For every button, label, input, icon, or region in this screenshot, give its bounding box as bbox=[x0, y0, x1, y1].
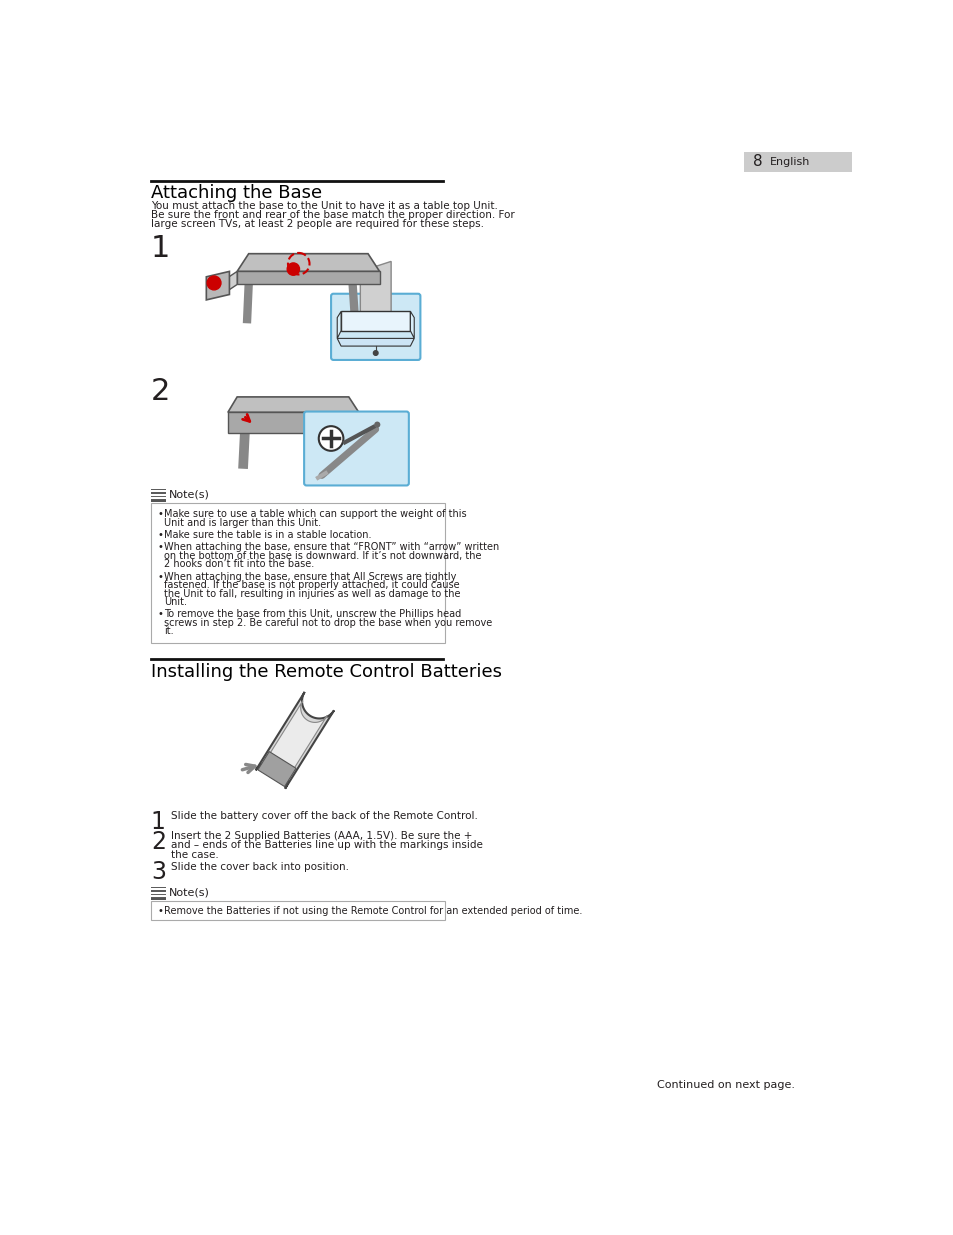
Text: Continued on next page.: Continued on next page. bbox=[656, 1079, 794, 1091]
Polygon shape bbox=[228, 412, 358, 433]
Circle shape bbox=[287, 263, 299, 275]
Text: 1: 1 bbox=[151, 810, 166, 834]
Polygon shape bbox=[206, 272, 229, 300]
Text: English: English bbox=[769, 157, 809, 167]
Text: and – ends of the Batteries line up with the markings inside: and – ends of the Batteries line up with… bbox=[171, 841, 482, 851]
Text: When attaching the base, ensure that All Screws are tightly: When attaching the base, ensure that All… bbox=[164, 572, 456, 582]
Polygon shape bbox=[257, 752, 295, 787]
Polygon shape bbox=[225, 272, 237, 293]
Circle shape bbox=[374, 421, 380, 427]
Circle shape bbox=[207, 275, 221, 290]
Text: Be sure the front and rear of the base match the proper direction. For: Be sure the front and rear of the base m… bbox=[151, 210, 514, 220]
Text: Slide the battery cover off the back of the Remote Control.: Slide the battery cover off the back of … bbox=[171, 811, 477, 821]
Text: 2 hooks don’t fit into the base.: 2 hooks don’t fit into the base. bbox=[164, 559, 314, 569]
Text: Make sure to use a table which can support the weight of this: Make sure to use a table which can suppo… bbox=[164, 509, 466, 520]
Text: 1: 1 bbox=[291, 264, 297, 273]
Text: 2: 2 bbox=[151, 830, 166, 853]
Text: Installing the Remote Control Batteries: Installing the Remote Control Batteries bbox=[151, 663, 501, 682]
Polygon shape bbox=[237, 253, 379, 272]
Circle shape bbox=[318, 426, 343, 451]
Polygon shape bbox=[228, 396, 358, 412]
Polygon shape bbox=[262, 700, 327, 781]
Circle shape bbox=[373, 351, 377, 356]
Text: screws in step 2. Be careful not to drop the base when you remove: screws in step 2. Be careful not to drop… bbox=[164, 618, 492, 627]
Text: You must attach the base to the Unit to have it as a table top Unit.: You must attach the base to the Unit to … bbox=[151, 200, 497, 210]
Text: × 3: × 3 bbox=[374, 443, 403, 461]
Polygon shape bbox=[336, 338, 414, 346]
Polygon shape bbox=[336, 311, 341, 338]
Text: Attaching the Base: Attaching the Base bbox=[151, 184, 322, 203]
Text: •: • bbox=[157, 542, 163, 552]
Text: on the bottom of the base is downward. If it’s not downward, the: on the bottom of the base is downward. I… bbox=[164, 551, 481, 561]
FancyBboxPatch shape bbox=[151, 503, 444, 642]
Polygon shape bbox=[341, 311, 410, 331]
FancyBboxPatch shape bbox=[151, 902, 444, 920]
Text: it.: it. bbox=[164, 626, 173, 636]
Text: fastened. If the base is not properly attached, it could cause: fastened. If the base is not properly at… bbox=[164, 580, 459, 590]
Text: 1: 1 bbox=[151, 235, 170, 263]
Text: •: • bbox=[157, 906, 163, 916]
Polygon shape bbox=[237, 272, 379, 284]
Text: 3: 3 bbox=[151, 861, 166, 884]
Text: large screen TVs, at least 2 people are required for these steps.: large screen TVs, at least 2 people are … bbox=[151, 219, 483, 228]
FancyBboxPatch shape bbox=[331, 294, 420, 359]
Text: Make sure the table is in a stable location.: Make sure the table is in a stable locat… bbox=[164, 530, 371, 540]
Text: Note(s): Note(s) bbox=[170, 489, 210, 499]
Text: •: • bbox=[157, 609, 163, 620]
Text: When attaching the base, ensure that “FRONT” with “arrow” written: When attaching the base, ensure that “FR… bbox=[164, 542, 498, 552]
Text: •: • bbox=[157, 530, 163, 540]
Text: 2: 2 bbox=[151, 377, 170, 406]
Text: Insert the 2 Supplied Batteries (AAA, 1.5V). Be sure the +: Insert the 2 Supplied Batteries (AAA, 1.… bbox=[171, 831, 472, 841]
Text: 8: 8 bbox=[752, 154, 761, 169]
Polygon shape bbox=[360, 262, 391, 324]
Text: Remove the Batteries if not using the Remote Control for an extended period of t: Remove the Batteries if not using the Re… bbox=[164, 906, 581, 916]
Text: Slide the cover back into position.: Slide the cover back into position. bbox=[171, 862, 349, 872]
Polygon shape bbox=[410, 311, 414, 338]
Polygon shape bbox=[255, 692, 334, 789]
FancyBboxPatch shape bbox=[151, 887, 166, 900]
Text: •: • bbox=[157, 509, 163, 520]
FancyBboxPatch shape bbox=[304, 411, 409, 485]
Text: the Unit to fall, resulting in injuries as well as damage to the: the Unit to fall, resulting in injuries … bbox=[164, 589, 460, 599]
Text: the case.: the case. bbox=[171, 850, 218, 860]
Text: •: • bbox=[157, 572, 163, 582]
Text: 2: 2 bbox=[212, 278, 217, 288]
Text: To remove the base from this Unit, unscrew the Phillips head: To remove the base from this Unit, unscr… bbox=[164, 609, 460, 620]
Text: Note(s): Note(s) bbox=[170, 888, 210, 898]
Text: Unit and is larger than this Unit.: Unit and is larger than this Unit. bbox=[164, 517, 321, 527]
Text: Unit.: Unit. bbox=[164, 597, 187, 608]
FancyBboxPatch shape bbox=[151, 489, 166, 501]
FancyBboxPatch shape bbox=[743, 152, 851, 172]
